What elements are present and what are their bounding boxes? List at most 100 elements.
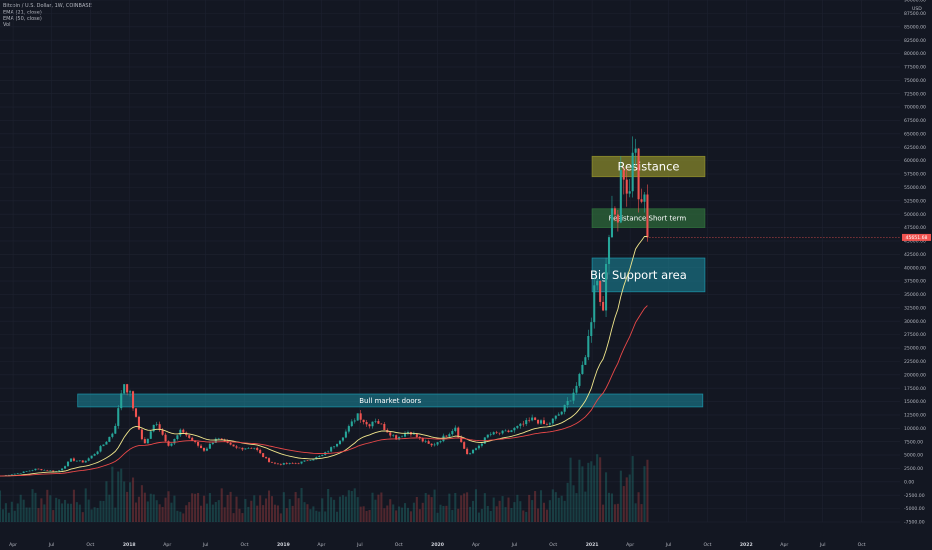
volume-bar — [448, 493, 451, 522]
volume-bar — [596, 454, 599, 522]
bull-market-doors-zone[interactable]: Bull market doors — [77, 393, 704, 408]
volume-bar — [108, 494, 111, 522]
resistance-short-term-zone[interactable]: Resistance Short term — [591, 208, 706, 228]
volume-bar — [214, 501, 217, 522]
candlesticks[interactable] — [0, 136, 649, 477]
candle-body — [265, 457, 268, 459]
candle-body — [75, 460, 78, 462]
indicator-volume[interactable]: Vol — [3, 22, 11, 28]
candle-body — [315, 457, 318, 460]
price-axis[interactable]: -7500.00 -5000.00 -2500.00 0.00 2500.00 5000.… — [649, 0, 931, 526]
candle-body — [401, 436, 404, 438]
volume-bar — [120, 468, 123, 522]
volume-bar — [377, 494, 380, 522]
volume-bar — [590, 461, 593, 522]
candle-body — [460, 437, 463, 443]
candle-body — [16, 473, 19, 474]
y-tick-label: 30000.00 — [904, 319, 926, 325]
candle-body — [607, 237, 611, 264]
candle-body — [590, 322, 593, 336]
resistance-zone[interactable]: Resistance — [591, 155, 706, 178]
volume-bar — [507, 497, 510, 522]
volume-bar — [392, 504, 395, 522]
candle-body — [341, 437, 344, 441]
volume-bar — [238, 508, 241, 522]
volume-bar — [539, 490, 543, 522]
candle-body — [412, 433, 415, 435]
candle-body — [202, 448, 206, 451]
volume-bar — [338, 496, 342, 522]
x-tick-label: Jul — [665, 542, 672, 548]
candle-body — [466, 448, 469, 455]
volume-bar — [300, 488, 303, 522]
candle-body — [247, 448, 250, 449]
indicator-ema50[interactable]: EMA (50, close) — [3, 16, 42, 22]
volume-bar — [335, 511, 339, 522]
volume-bar — [513, 502, 516, 522]
candle-body — [211, 442, 214, 445]
volume-bar — [262, 505, 265, 522]
volume-bar — [584, 491, 587, 522]
candle-body — [572, 392, 575, 401]
volume-bar — [616, 503, 619, 522]
candle-body — [309, 460, 312, 462]
y-tick-label: 12500.00 — [904, 413, 926, 419]
candle-body — [362, 419, 365, 423]
volume-bar — [324, 511, 327, 522]
candle-body — [19, 472, 22, 474]
indicator-ema21[interactable]: EMA (21, close) — [3, 10, 42, 16]
volume-bar — [90, 509, 93, 522]
volume-bar — [87, 499, 90, 522]
candle-body — [61, 468, 64, 471]
volume-bar — [276, 505, 279, 522]
volume-bar — [64, 499, 67, 522]
candle-body — [469, 453, 472, 455]
volume-bar — [510, 507, 513, 522]
time-axis[interactable]: Apr Jul Oct 2018 Apr Jul Oct 2019 Apr Jul Oct 2020 A… — [9, 542, 866, 548]
annotation-zones[interactable]: Resistance Resistance Short term Big Suppo… — [77, 155, 706, 408]
big-support-area-zone[interactable]: Big Support area — [590, 257, 706, 293]
candle-body — [137, 416, 140, 430]
volume-bar — [78, 504, 81, 522]
candle-body — [241, 447, 244, 450]
volume-bar — [486, 505, 489, 522]
volume-bar — [572, 485, 575, 522]
ema-lines — [0, 235, 648, 477]
volume-bar — [285, 508, 288, 522]
volume-bar — [409, 511, 412, 522]
candle-body — [489, 434, 492, 435]
x-tick-label: Jul — [202, 542, 209, 548]
y-tick-label: 20000.00 — [904, 372, 926, 378]
volume-bar — [250, 500, 253, 522]
candle-body — [516, 425, 519, 428]
volume-bar — [415, 496, 418, 522]
volume-bar — [247, 506, 250, 522]
volume-bar — [424, 493, 427, 522]
volume-bar — [333, 499, 336, 522]
volume-bar — [37, 508, 40, 522]
candle-body — [486, 434, 489, 438]
volume-bar — [643, 466, 646, 522]
volume-bar — [123, 481, 126, 522]
candle-body — [359, 413, 362, 420]
volume-bar — [49, 495, 52, 522]
volume-bar — [359, 506, 362, 522]
candle-body — [46, 470, 49, 471]
volume-bar — [114, 507, 117, 522]
volume-bar — [471, 500, 475, 522]
candle-body — [347, 426, 350, 432]
x-tick-label: Apr — [163, 542, 171, 548]
candle-body — [140, 429, 143, 440]
candle-body — [244, 448, 247, 450]
candle-body — [415, 433, 418, 437]
price-tag-label: 45651.68 — [906, 235, 928, 241]
y-tick-label: 82500.00 — [904, 38, 926, 44]
volume-bar — [52, 510, 55, 522]
volume-bar — [631, 456, 634, 522]
y-tick-label: 22500.00 — [904, 359, 926, 365]
volume-bar — [525, 511, 528, 522]
x-tick-label: Oct — [703, 542, 711, 548]
candle-body — [433, 444, 436, 446]
volume-bar — [519, 501, 522, 522]
